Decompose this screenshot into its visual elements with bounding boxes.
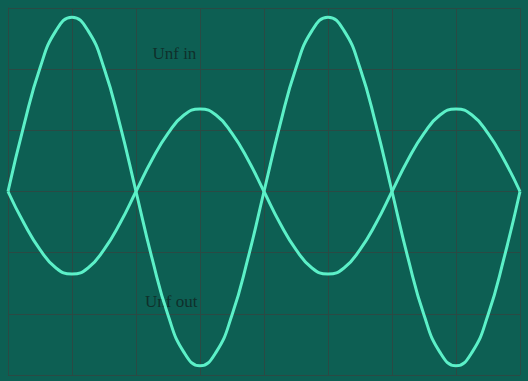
svg-text:Unf out: Unf out (145, 292, 198, 311)
svg-text:Unf in: Unf in (152, 44, 196, 63)
